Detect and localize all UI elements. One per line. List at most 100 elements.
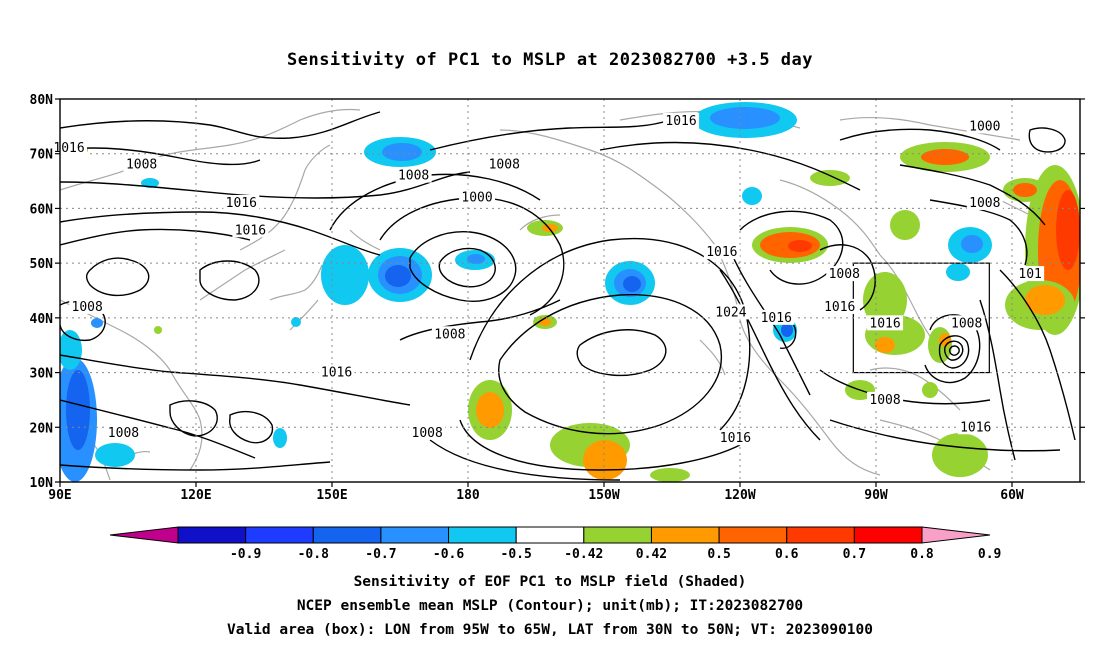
colorbar-box: [583, 526, 652, 544]
contour-label-bg: [69, 298, 106, 314]
lat-tick-label: 60N: [30, 202, 54, 217]
contour-label-bg: [409, 424, 446, 440]
colorbar: -0.9 -0.8 -0.7 -0.6 -0.5 -0.42 0.42 0.5 0.6 0.7 0.…: [109, 526, 1001, 562]
contour-label-bg: [663, 112, 700, 128]
colorbar-box: [853, 526, 923, 544]
contour-label-bg: [821, 298, 858, 314]
contour-label: 1008: [869, 393, 900, 408]
lat-tick-label: 10N: [30, 476, 54, 491]
lon-tick-label: 90E: [48, 488, 71, 503]
contour-label: 1008: [951, 316, 982, 331]
contour-label: 1016: [960, 420, 991, 435]
contour-label-bg: [948, 315, 985, 331]
contour-label-bg: [758, 309, 795, 325]
contour-label-bg: [395, 167, 432, 183]
contour-label: 1000: [969, 119, 1000, 134]
contour-label-bg: [703, 244, 740, 260]
colorbar-box: [177, 526, 247, 544]
contour-label: 1008: [412, 426, 443, 441]
caption-line-1: Sensitivity of EOF PC1 to MSLP field (Sh…: [353, 574, 747, 590]
lon-tick-label: 150E: [316, 488, 347, 503]
colorbar-box: [312, 526, 382, 544]
map-title: Sensitivity of PC1 to MSLP at 2023082700…: [286, 50, 813, 70]
contour-label-bg: [966, 194, 1003, 210]
lon-tick-label: 120E: [180, 488, 211, 503]
contour-label: 1008: [434, 327, 465, 342]
contour-label: 1008: [489, 158, 520, 173]
contour-label: 1016: [53, 141, 84, 156]
lon-tick-label: 60W: [1000, 488, 1024, 503]
contour-label: 1008: [829, 267, 860, 282]
contour-label: 1016: [226, 196, 257, 211]
contour-label: 1024: [715, 305, 746, 320]
contour-label-bg: [123, 156, 160, 172]
colorbar-label: -0.9: [230, 547, 261, 562]
colorbar-box: [448, 526, 517, 544]
colorbar-label: 0.42: [636, 547, 667, 562]
contour-label-bg: [717, 430, 754, 446]
contour-label-bg: [712, 304, 749, 320]
contour-label: 1008: [969, 196, 1000, 211]
colorbar-label: -0.5: [501, 547, 532, 562]
lat-tick-label: 20N: [30, 421, 54, 436]
contour-label: 1016: [706, 245, 737, 260]
contour-label-bg: [486, 156, 523, 172]
contour-label: 1016: [235, 223, 266, 238]
contour-label: 1008: [108, 426, 139, 441]
caption-line-2: NCEP ensemble mean MSLP (Contour); unit(…: [296, 598, 804, 614]
contour-label: 1008: [398, 169, 429, 184]
colorbar-min-triangle: [109, 526, 179, 544]
contour-label-bg: [232, 222, 269, 238]
colorbar-label: -0.42: [564, 547, 603, 562]
contour-label: 1000: [461, 190, 492, 205]
contour-label-bg: [431, 326, 468, 342]
colorbar-box: [718, 526, 788, 544]
colorbar-box: [786, 526, 855, 544]
contour-label: 1016: [321, 366, 352, 381]
contour-label-bg: [957, 419, 994, 435]
lat-tick-label: 70N: [30, 148, 54, 163]
lat-tick-label: 30N: [30, 367, 54, 382]
contour-label: 1016: [869, 316, 900, 331]
mslp-contours: [60, 111, 1076, 481]
map-frame: [59, 98, 1081, 483]
caption-line-3: Valid area (box): LON from 95W to 65W, L…: [226, 622, 873, 638]
contour-label: 1008: [72, 300, 103, 315]
colorbar-label: 0.7: [843, 547, 866, 562]
colorbar-label: 0.8: [910, 547, 934, 562]
colorbar-label: 0.5: [707, 547, 730, 562]
contour-label: 1016: [761, 311, 792, 326]
contour-label-bg: [105, 424, 142, 440]
contour-label-bg: [867, 391, 904, 407]
colorbar-box: [650, 526, 720, 544]
lat-tick-label: 80N: [30, 93, 54, 108]
contour-label-bg: [1016, 266, 1045, 282]
colorbar-label: 0.9: [978, 547, 1001, 562]
contour-labels: 1016 1008 1008 1008 1016 1016 1000 1016 1000 1008…: [51, 112, 1045, 446]
colorbar-box: [245, 526, 314, 544]
lon-tick-label: 90W: [864, 488, 888, 503]
contour-label: 101: [1018, 267, 1041, 282]
contour-label-bg: [966, 118, 1003, 134]
contour-label: 1008: [126, 158, 157, 173]
contour-label: 1016: [720, 431, 751, 446]
contour-label-bg: [867, 315, 904, 331]
lon-tick-label: 120W: [724, 488, 755, 503]
lat-tick-label: 50N: [30, 257, 54, 272]
contour-label-bg: [826, 266, 863, 282]
contour-label: 1016: [824, 300, 855, 315]
colorbar-label: -0.8: [298, 547, 329, 562]
contour-label: 1016: [665, 114, 696, 129]
lon-tick-label: 180: [456, 488, 480, 503]
lat-tick-label: 40N: [30, 312, 54, 327]
contour-label-bg: [318, 364, 355, 380]
contour-label-bg: [459, 189, 496, 205]
colorbar-label: 0.6: [775, 547, 799, 562]
colorbar-label: -0.7: [365, 547, 396, 562]
colorbar-max-triangle: [921, 526, 991, 544]
colorbar-label: -0.6: [433, 547, 464, 562]
colorbar-box: [380, 526, 450, 544]
colorbar-box: [515, 526, 585, 544]
